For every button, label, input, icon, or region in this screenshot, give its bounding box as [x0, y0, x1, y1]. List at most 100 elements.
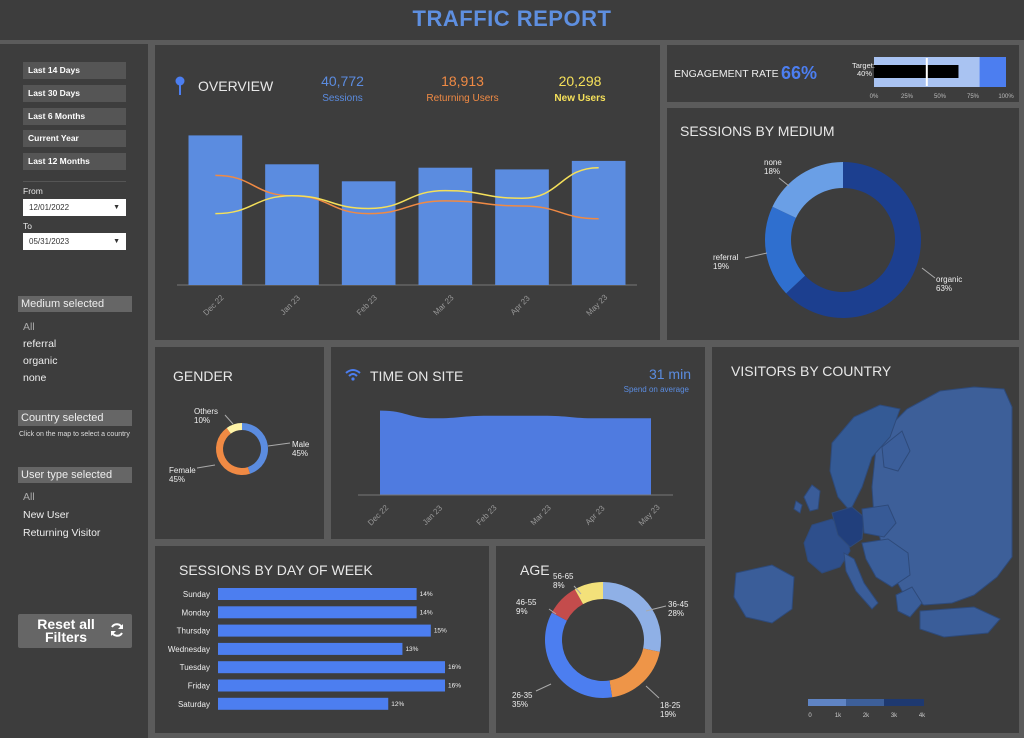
chevron-down-icon: ▼	[113, 204, 120, 211]
overview-title: OVERVIEW	[198, 78, 274, 94]
age-label: 35%	[512, 700, 528, 709]
medium-option-organic[interactable]: organic	[23, 355, 58, 367]
gender-label: Female	[169, 466, 196, 475]
map-uk-ireland[interactable]	[793, 484, 821, 514]
leader-line	[548, 608, 557, 615]
gender-slice	[226, 423, 242, 434]
kpi-sessions-value: 40,772	[321, 73, 364, 89]
medium-slice	[772, 162, 843, 218]
to-date-field[interactable]: 05/31/2023 ▼	[23, 233, 126, 250]
map-iberia[interactable]	[733, 564, 795, 624]
medium-option-referral[interactable]: referral	[23, 338, 57, 350]
kpi-new-label: New Users	[554, 93, 606, 104]
age-slice	[574, 582, 603, 605]
map-finland[interactable]	[881, 430, 911, 472]
bar-sessions	[495, 169, 549, 285]
engagement-panel: ENGAGEMENT RATE 66% Target: 40% 0% 25% 50% 75…	[667, 45, 1019, 102]
dow-category-label: Sunday	[183, 590, 210, 599]
date-button-12m[interactable]: Last 12 Months	[23, 153, 126, 170]
reset-label: Reset all Filters	[37, 616, 95, 645]
map-legend-tick: 1k	[835, 713, 842, 719]
map-greece[interactable]	[895, 586, 923, 618]
dow-value-label: 16%	[448, 664, 461, 671]
bullet-tick-label: 100%	[998, 94, 1014, 100]
dow-panel: SESSIONS BY DAY OF WEEK Sunday 14% Monday 1…	[155, 546, 489, 733]
map-scandinavia[interactable]	[829, 404, 901, 512]
bar-sessions	[571, 160, 626, 285]
age-label: 26-35	[512, 691, 533, 700]
usertype-filter-title: User type selected	[18, 467, 132, 483]
age-panel: AGE 36-45 28% 18-25 19% 26-35 35% 46-55 9% 56-65…	[496, 546, 705, 733]
line-returning-users	[215, 174, 599, 220]
gender-title: GENDER	[173, 368, 233, 384]
usertype-option-all[interactable]: All	[23, 491, 35, 503]
age-slice	[609, 648, 660, 698]
gender-slice	[242, 423, 268, 474]
map-legend-tick: 3k	[891, 713, 898, 719]
map-legend-tick: 4k	[919, 713, 926, 719]
dow-title: SESSIONS BY DAY OF WEEK	[179, 562, 373, 578]
age-label: 36-45	[668, 600, 689, 609]
dow-category-label: Tuesday	[180, 663, 210, 672]
x-tick-label: May 23	[637, 502, 662, 527]
country-panel: VISITORS BY COUNTRY 0 1k 2k 3k 4k	[712, 347, 1019, 733]
medium-panel: SESSIONS BY MEDIUM organic 63% referral 19%…	[667, 108, 1019, 340]
date-button-14[interactable]: Last 14 Days	[23, 62, 126, 79]
date-button-year[interactable]: Current Year	[23, 130, 126, 147]
chevron-down-icon: ▼	[113, 238, 120, 245]
wifi-icon	[345, 369, 361, 381]
x-tick-label: Dec 22	[366, 503, 391, 528]
map-italy[interactable]	[843, 552, 879, 610]
medium-slice	[786, 162, 921, 318]
leader-line	[267, 442, 291, 447]
gender-label: 45%	[169, 475, 185, 484]
map-turkey[interactable]	[919, 606, 1001, 638]
gender-label: Male	[292, 440, 310, 449]
dow-category-label: Saturday	[178, 700, 210, 709]
age-label: 18-25	[660, 701, 681, 710]
gender-label: 10%	[194, 416, 210, 425]
map-balkans[interactable]	[861, 538, 911, 588]
reset-filters-button[interactable]: Reset all Filters	[18, 614, 132, 648]
x-tick-label: Jan 23	[279, 293, 303, 317]
age-label: 46-55	[516, 598, 537, 607]
x-tick-label: Feb 23	[475, 503, 499, 527]
usertype-option-new[interactable]: New User	[23, 509, 70, 521]
x-tick-label: Apr 23	[584, 503, 607, 526]
medium-label: 63%	[936, 284, 952, 293]
age-label: 8%	[553, 581, 565, 590]
map-legend-tick: 0	[808, 713, 812, 719]
dow-value-label: 13%	[405, 646, 418, 653]
leader-line	[535, 683, 552, 692]
gender-label: Others	[194, 407, 218, 416]
dow-value-label: 12%	[391, 701, 404, 708]
date-button-30[interactable]: Last 30 Days	[23, 85, 126, 102]
divider	[23, 181, 126, 182]
date-button-6m[interactable]: Last 6 Months	[23, 108, 126, 125]
bullet-target-value: 40%	[857, 69, 872, 78]
europe-map[interactable]: 0 1k 2k 3k 4k	[712, 347, 1019, 733]
bullet-tick-label: 50%	[934, 94, 947, 100]
medium-option-all[interactable]: All	[23, 321, 35, 333]
bullet-tick-label: 75%	[967, 94, 980, 100]
medium-label: 19%	[713, 262, 729, 271]
map-germany[interactable]	[831, 506, 865, 548]
from-date-field[interactable]: 12/01/2022 ▼	[23, 199, 126, 216]
medium-option-none[interactable]: none	[23, 372, 47, 384]
age-label: 9%	[516, 607, 528, 616]
dow-bar	[218, 624, 431, 637]
usertype-option-returning[interactable]: Returning Visitor	[23, 527, 101, 539]
country-title: VISITORS BY COUNTRY	[731, 363, 892, 379]
kpi-returning-label: Returning Users	[426, 93, 499, 104]
country-hint: Click on the map to select a country	[19, 431, 130, 438]
dow-bar	[218, 679, 445, 692]
medium-title: SESSIONS BY MEDIUM	[680, 123, 835, 139]
bullet-tick-label: 25%	[901, 94, 914, 100]
map-legend-bar-dark	[884, 699, 924, 706]
kpi-new-value: 20,298	[558, 73, 602, 89]
dow-bar	[218, 606, 417, 619]
gender-panel: GENDER Male 45% Female 45% Others 10%	[155, 347, 324, 539]
map-poland[interactable]	[861, 504, 897, 538]
